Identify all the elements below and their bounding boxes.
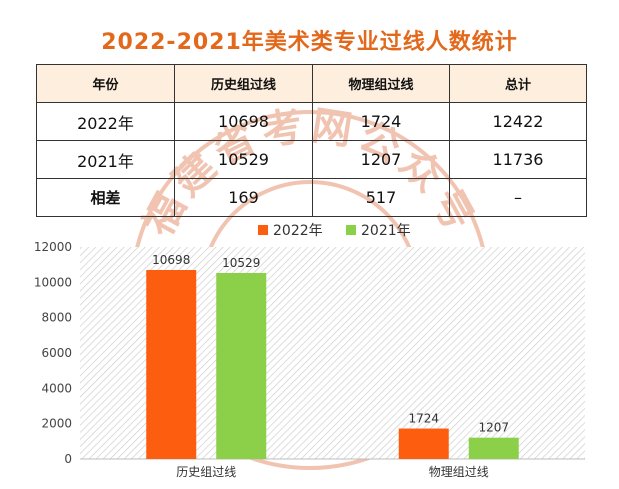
y-tick-label: 6000 xyxy=(41,346,72,360)
data-label: 10698 xyxy=(152,253,190,267)
table-row: 2021年 10529 1207 11736 xyxy=(36,140,587,179)
data-label: 10529 xyxy=(222,256,260,270)
y-tick-label: 10000 xyxy=(34,275,72,289)
x-category-label: 物理组过线 xyxy=(429,465,489,479)
page-title: 2022-2021年美术类专业过线人数统计 xyxy=(101,30,518,55)
header-total: 总计 xyxy=(449,64,587,103)
legend-swatch xyxy=(346,225,356,235)
table-cell: 2021年 xyxy=(36,140,175,179)
table-row: 2022年 10698 1724 12422 xyxy=(36,102,587,141)
y-tick-label: 2000 xyxy=(41,417,72,431)
table-cell: 12422 xyxy=(449,102,587,141)
bar xyxy=(146,270,197,459)
table-cell: 169 xyxy=(174,178,313,217)
y-tick-label: 4000 xyxy=(41,381,72,395)
data-label: 1207 xyxy=(478,421,509,435)
legend-swatch xyxy=(258,225,268,235)
y-tick-label: 8000 xyxy=(41,311,72,325)
table-cell: 517 xyxy=(312,178,450,217)
table-cell: 10529 xyxy=(174,140,313,179)
table-cell: 1207 xyxy=(312,140,450,179)
table-cell: 相差 xyxy=(36,178,175,217)
bar xyxy=(216,272,267,459)
x-category-label: 历史组过线 xyxy=(176,465,236,479)
table-header-row: 年份 历史组过线 物理组过线 总计 xyxy=(36,64,587,103)
bar xyxy=(468,437,519,459)
data-label: 1724 xyxy=(408,412,439,426)
bar-chart: 0 2000 4000 6000 8000 10000 12000 10698 10529 17… xyxy=(34,223,585,479)
table-row: 相差 169 517 – xyxy=(36,178,587,217)
y-tick-label: 12000 xyxy=(34,240,72,254)
legend-label: 2022年 xyxy=(273,223,323,239)
y-tick-label: 0 xyxy=(64,452,72,466)
table-cell: 11736 xyxy=(449,140,587,179)
legend-label: 2021年 xyxy=(361,223,411,239)
bar xyxy=(398,428,449,459)
header-history: 历史组过线 xyxy=(174,64,313,103)
header-year: 年份 xyxy=(36,64,175,103)
table-cell: 2022年 xyxy=(36,102,175,141)
table-cell: 10698 xyxy=(174,102,313,141)
table-cell: – xyxy=(449,178,587,217)
header-physics: 物理组过线 xyxy=(312,64,450,103)
stats-table: 年份 历史组过线 物理组过线 总计 2022年 10698 1724 12422… xyxy=(36,64,587,217)
table-cell: 1724 xyxy=(312,102,450,141)
